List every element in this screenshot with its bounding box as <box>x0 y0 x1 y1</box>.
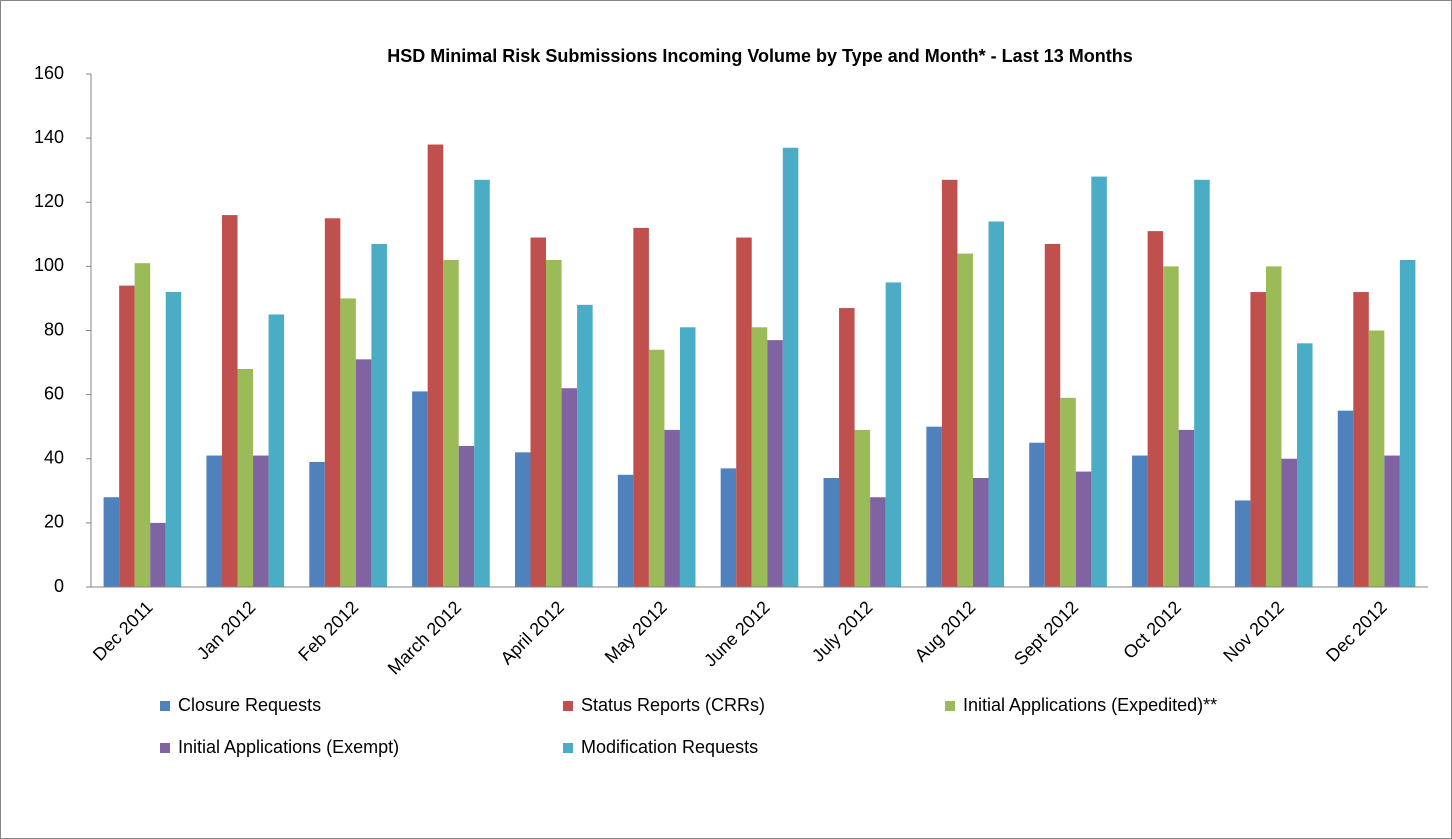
bar <box>854 429 871 587</box>
bar <box>926 426 942 587</box>
bar <box>103 497 120 587</box>
bar <box>767 340 783 587</box>
bar <box>1281 458 1298 587</box>
bar <box>823 477 840 587</box>
y-tick-label: 100 <box>34 255 64 275</box>
legend-swatch <box>160 701 170 711</box>
bar <box>577 304 593 587</box>
bar <box>1091 176 1107 587</box>
bar <box>150 522 166 587</box>
bar <box>1029 442 1045 587</box>
bar <box>221 215 238 587</box>
bar <box>474 179 490 587</box>
bar <box>443 259 459 587</box>
bar <box>1337 410 1354 587</box>
y-tick-label: 60 <box>44 383 64 403</box>
bar <box>253 455 269 587</box>
bar <box>458 445 475 587</box>
bar <box>340 298 356 587</box>
y-tick-label: 120 <box>34 191 64 211</box>
bar <box>371 243 387 587</box>
legend-swatch <box>945 701 955 711</box>
bar <box>988 221 1005 588</box>
bar <box>355 359 372 587</box>
bar <box>530 237 547 588</box>
y-tick-label: 80 <box>44 319 64 339</box>
bar <box>633 227 649 587</box>
bar <box>736 237 752 588</box>
bar <box>1353 292 1369 587</box>
legend-label: Modification Requests <box>581 737 758 757</box>
bar <box>1384 455 1400 587</box>
bar <box>268 314 285 587</box>
bar <box>972 477 989 587</box>
bar <box>664 429 680 587</box>
bar <box>427 144 444 587</box>
legend-label: Initial Applications (Exempt) <box>178 737 399 757</box>
bar <box>237 368 254 587</box>
legend-label: Initial Applications (Expedited)** <box>963 695 1217 715</box>
bar <box>1399 259 1416 587</box>
bar <box>720 468 737 587</box>
bar <box>1250 292 1266 587</box>
bar <box>1178 429 1195 587</box>
bar <box>1044 243 1061 587</box>
legend-label: Closure Requests <box>178 695 321 715</box>
bar <box>1194 179 1210 587</box>
bar <box>1368 330 1385 587</box>
bar <box>165 292 182 587</box>
bar <box>324 218 341 587</box>
bar <box>561 388 578 587</box>
y-tick-label: 20 <box>44 512 64 532</box>
y-tick-label: 160 <box>34 63 64 83</box>
bar <box>309 461 325 587</box>
bar <box>1234 500 1251 587</box>
bar <box>957 253 973 588</box>
legend-swatch <box>563 701 573 711</box>
bar <box>782 147 799 587</box>
legend-swatch <box>563 743 573 753</box>
bar <box>941 179 958 587</box>
bar <box>546 259 562 587</box>
bar <box>412 391 428 587</box>
bar <box>1163 266 1179 587</box>
bar <box>206 455 222 587</box>
bar <box>1265 266 1282 587</box>
bar <box>617 474 634 587</box>
bar <box>1132 455 1148 587</box>
bar <box>1147 231 1164 587</box>
legend-label: Status Reports (CRRs) <box>581 695 765 715</box>
bar <box>134 263 151 587</box>
bar <box>119 285 135 587</box>
bar <box>1060 397 1076 587</box>
bar <box>679 327 696 587</box>
bar <box>839 308 855 587</box>
y-tick-label: 40 <box>44 448 64 468</box>
bar <box>751 327 768 587</box>
bar <box>870 497 886 587</box>
bar <box>648 349 665 587</box>
y-tick-label: 0 <box>54 576 64 596</box>
bar <box>514 452 531 587</box>
bar <box>1075 471 1092 587</box>
bar <box>1297 343 1313 587</box>
y-tick-label: 140 <box>34 127 64 147</box>
bar <box>885 282 902 587</box>
chart-title: HSD Minimal Risk Submissions Incoming Vo… <box>387 46 1132 66</box>
legend-swatch <box>160 743 170 753</box>
